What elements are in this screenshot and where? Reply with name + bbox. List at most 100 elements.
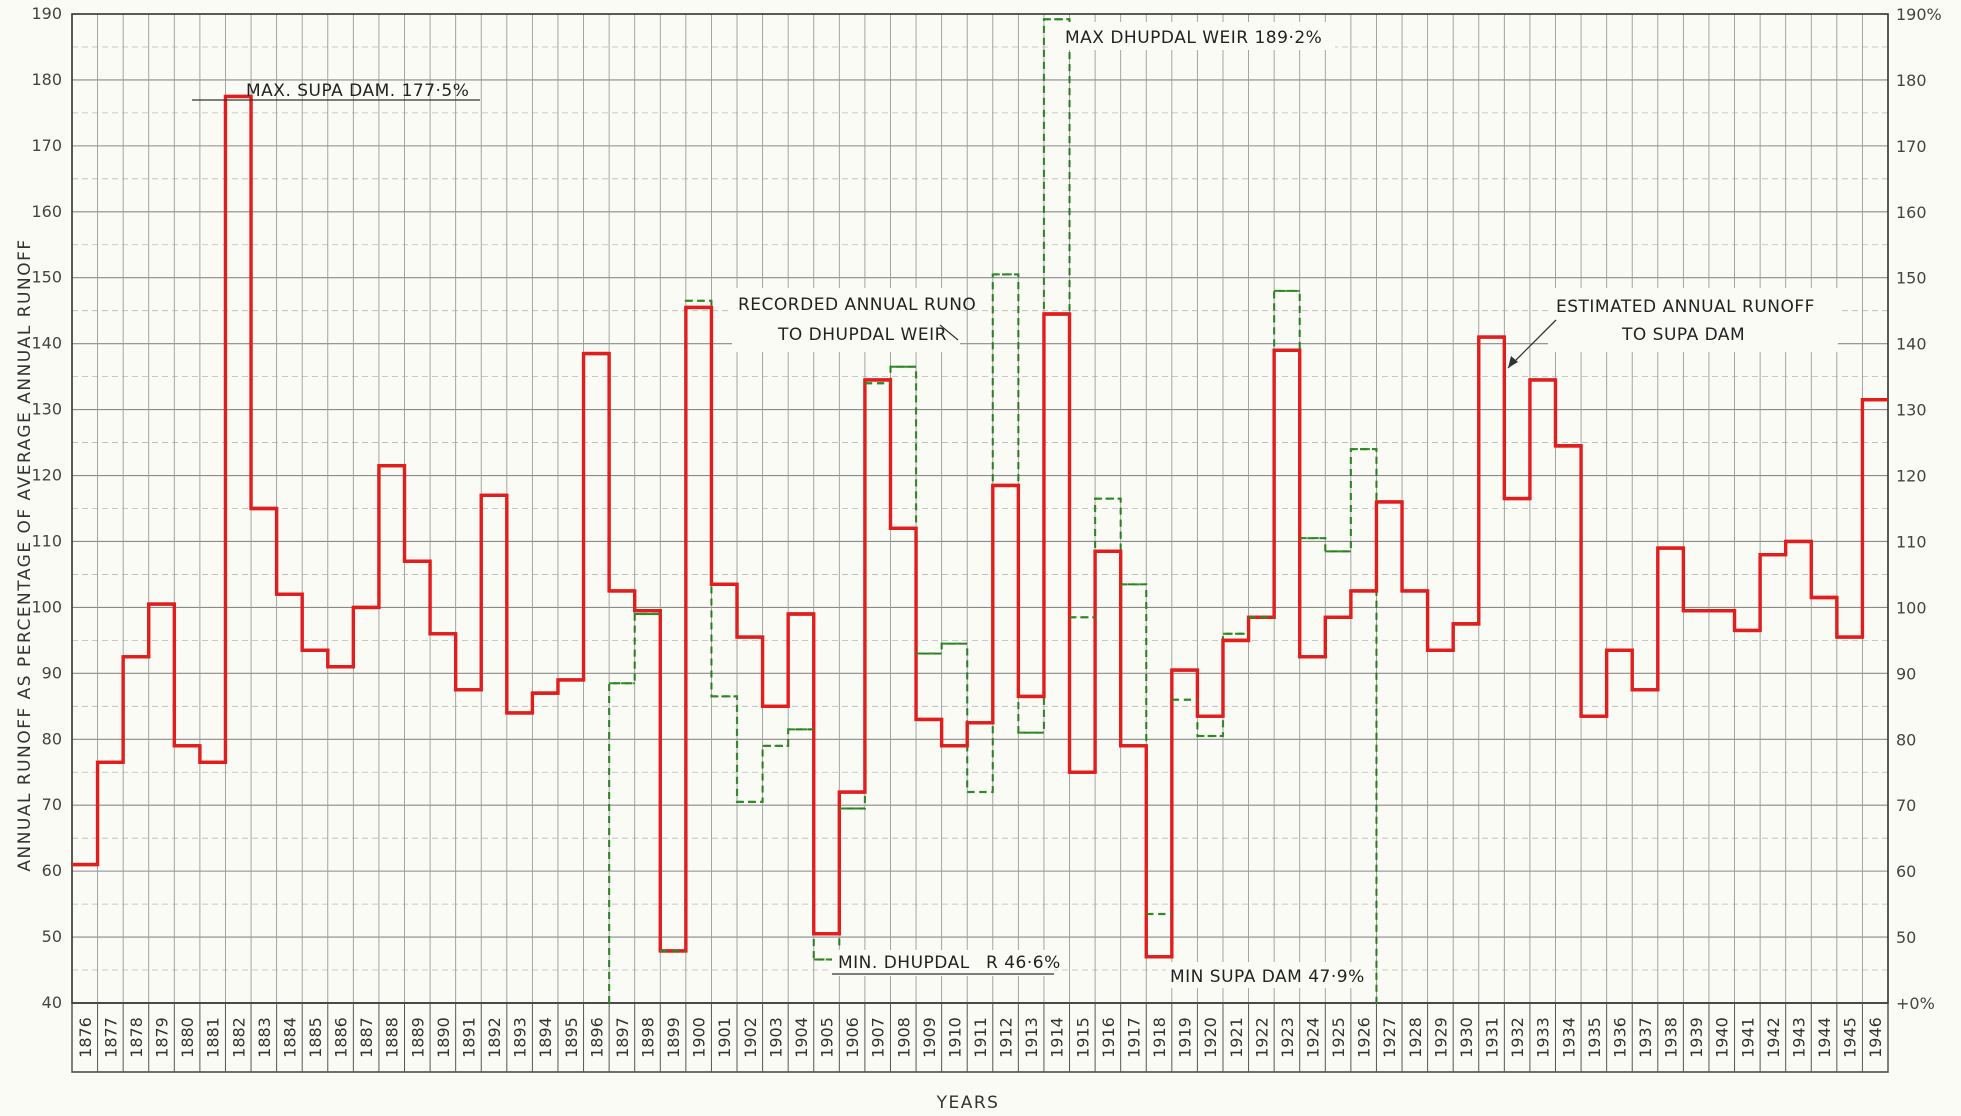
x-tick-label: 1903 [766,1017,785,1058]
x-tick-label: 1932 [1508,1017,1527,1058]
y-tick-left: 80 [42,729,62,748]
y-tick-right: 90 [1896,664,1916,683]
x-tick-label: 1886 [332,1017,351,1058]
x-tick-label: 1896 [587,1017,606,1058]
x-axis-ticks: 1876 1877 1878 1879 1880 1881 1882 1883 1884 1885… [76,1017,1885,1058]
y-tick-left: 190 [31,4,62,23]
x-tick-label: 1900 [690,1017,709,1058]
x-tick-label: 1915 [1073,1017,1092,1058]
x-tick-label: 1904 [792,1017,811,1058]
x-tick-label: 1885 [306,1017,325,1058]
x-tick-label: 1878 [127,1017,146,1058]
x-tick-label: 1937 [1636,1017,1655,1058]
y-tick-right: 180 [1896,71,1927,90]
anno-max-supa: MAX. SUPA DAM. 177·5% [246,81,469,101]
y-tick-right: 140 [1896,335,1927,354]
x-tick-label: 1888 [383,1017,402,1058]
x-tick-label: 1908 [894,1017,913,1058]
x-tick-label: 1910 [945,1017,964,1058]
y-tick-right: 80 [1896,730,1916,749]
x-tick-label: 1877 [101,1017,120,1058]
x-tick-label: 1927 [1380,1017,1399,1058]
x-tick-label: 1882 [229,1017,248,1058]
x-tick-label: 1894 [536,1017,555,1058]
x-tick-label: 1906 [843,1017,862,1058]
y-axis-label: ANNUAL RUNOFF AS PERCENTAGE OF AVERAGE A… [15,238,35,871]
x-tick-label: 1902 [741,1017,760,1058]
x-tick-label: 1940 [1713,1017,1732,1058]
x-tick-label: 1942 [1764,1017,1783,1058]
x-tick-label: 1919 [1176,1017,1195,1058]
x-tick-label: 1936 [1610,1017,1629,1058]
x-tick-label: 1881 [204,1017,223,1058]
axis-labels: ANNUAL RUNOFF AS PERCENTAGE OF AVERAGE A… [15,238,998,1113]
x-tick-label: 1929 [1431,1017,1450,1058]
x-tick-label: 1921 [1227,1017,1246,1058]
x-tick-label: 1876 [76,1017,95,1058]
anno-min-dhupdal-2: R 46·6% [986,953,1061,973]
x-tick-label: 1879 [153,1017,172,1058]
y-tick-left: 100 [31,597,62,616]
x-tick-label: 1946 [1866,1017,1885,1058]
x-tick-label: 1922 [1252,1017,1271,1058]
x-tick-label: 1934 [1559,1017,1578,1058]
x-tick-label: 1914 [1048,1017,1067,1058]
x-tick-label: 1930 [1457,1017,1476,1058]
x-tick-label: 1945 [1841,1017,1860,1058]
x-tick-label: 1920 [1201,1017,1220,1058]
y-tick-right: 170 [1896,137,1927,156]
series-layer [72,18,1888,1003]
anno-min-supa-box [1166,962,1370,988]
y-tick-right: 190% [1896,5,1942,24]
x-tick-label: 1911 [971,1017,990,1058]
y-tick-right: 60 [1896,862,1916,881]
y-tick-left: 160 [31,202,62,221]
anno-recorded-arrow [939,324,959,341]
anno-estimated-arrowhead [1508,356,1518,368]
y-axis-right-ticks: +0% 50 60 70 80 90 100 110 120 130 140 150 160 170 180… [1896,5,1942,1013]
y-tick-left: 130 [31,400,62,419]
y-tick-left: 90 [42,663,62,682]
anno-estimated-arrow [1507,319,1557,369]
anno-min-dhupdal-box [832,950,1054,976]
x-tick-label: 1897 [613,1017,632,1058]
x-tick-label: 1941 [1738,1017,1757,1058]
anno-estimated-2: TO SUPA DAM [1621,325,1745,345]
x-tick-label: 1884 [280,1017,299,1058]
x-tick-label: 1933 [1534,1017,1553,1058]
x-tick-label: 1938 [1662,1017,1681,1058]
x-tick-label: 1909 [920,1017,939,1058]
y-tick-left: 110 [31,531,62,550]
x-tick-label: 1913 [1022,1017,1041,1058]
x-tick-label: 1917 [1124,1017,1143,1058]
anno-recorded-box [732,288,960,352]
y-tick-right: 110 [1896,532,1927,551]
x-tick-label: 1891 [459,1017,478,1058]
annotations: MAX. SUPA DAM. 177·5% MAX DHUPDAL WEIR 1… [192,22,1838,988]
x-tick-label: 1899 [664,1017,683,1058]
x-tick-label: 1892 [485,1017,504,1058]
x-tick-label: 1912 [997,1017,1016,1058]
y-tick-left: 120 [31,466,62,485]
y-tick-right: +0% [1896,994,1935,1013]
x-tick-label: 1890 [434,1017,453,1058]
y-tick-left: 170 [31,136,62,155]
anno-max-dhupdal: MAX DHUPDAL WEIR 189·2% [1065,28,1322,48]
x-tick-label: 1901 [715,1017,734,1058]
y-tick-left: 140 [31,334,62,353]
x-tick-label: 1895 [562,1017,581,1058]
x-tick-label: 1926 [1355,1017,1374,1058]
y-axis-left-ticks: 40 50 60 70 80 90 100 110 120 130 140 150 160 170 180 1… [31,4,62,1012]
anno-max-dhupdal-box [1052,22,1335,50]
x-tick-label: 1887 [357,1017,376,1058]
x-tick-label: 1935 [1585,1017,1604,1058]
x-tick-label: 1916 [1099,1017,1118,1058]
x-tick-label: 1939 [1687,1017,1706,1058]
x-tick-label: 1944 [1815,1017,1834,1058]
y-tick-right: 150 [1896,269,1927,288]
y-tick-left: 50 [42,927,62,946]
y-tick-left: 60 [42,861,62,880]
anno-min-supa: MIN SUPA DAM 47·9% [1170,967,1365,987]
